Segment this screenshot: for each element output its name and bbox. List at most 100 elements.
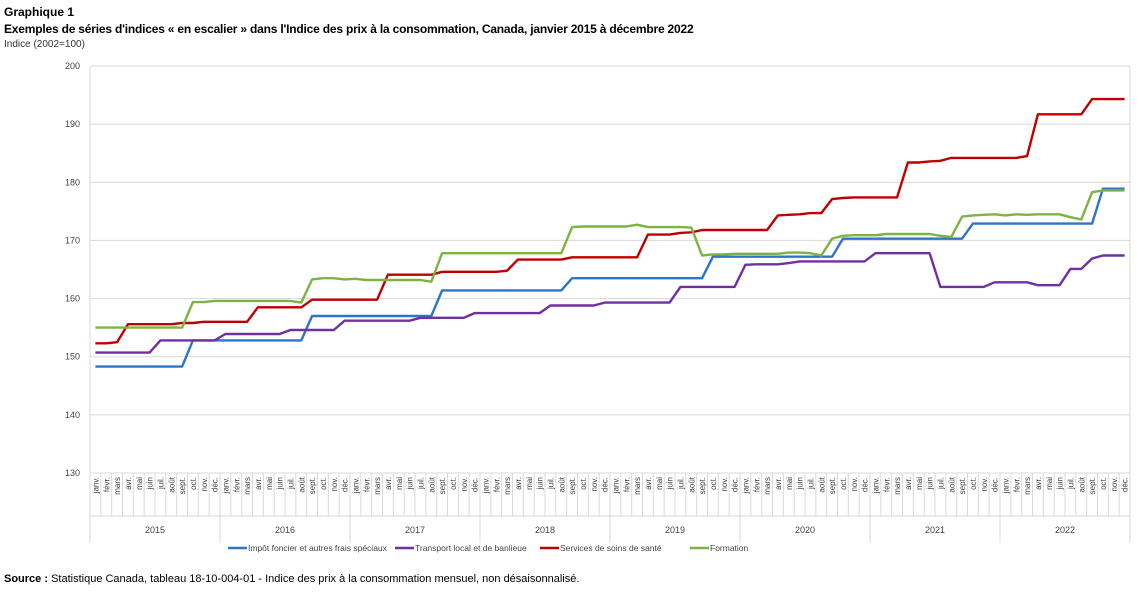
y-tick-label: 160 — [65, 294, 80, 304]
x-month-label: juin — [536, 477, 545, 490]
x-month-label: nov. — [980, 477, 989, 492]
legend-label: Transport local et de banlieue — [415, 543, 527, 553]
x-month-label: nov. — [460, 477, 469, 492]
x-month-label: sept. — [568, 477, 577, 494]
y-tick-label: 200 — [65, 61, 80, 71]
series-lines — [95, 97, 1125, 368]
x-month-label: févr. — [882, 477, 891, 492]
y-axis-ticks: 130 140 150 160 170 180 190 200 — [65, 61, 80, 478]
x-month-label: août — [167, 476, 176, 492]
x-month-label: févr. — [102, 477, 111, 492]
x-month-label: mai — [135, 477, 144, 490]
x-month-label: oct. — [839, 477, 848, 490]
x-year-label: 2015 — [145, 525, 165, 535]
x-month-label: sept. — [308, 477, 317, 494]
x-year-label: 2018 — [535, 525, 555, 535]
x-month-label: mai — [785, 477, 794, 490]
y-tick-label: 170 — [65, 235, 80, 245]
y-axis-units-label: Indice (2002=100) — [4, 39, 85, 50]
x-month-label: sept. — [828, 477, 837, 494]
x-month-label: mars — [763, 477, 772, 495]
x-month-label: févr. — [1012, 477, 1021, 492]
x-month-label: juil. — [416, 477, 425, 490]
x-month-label: juil. — [546, 477, 555, 490]
y-tick-label: 180 — [65, 177, 80, 187]
legend-item: Transport local et de banlieue — [395, 543, 527, 553]
x-month-label: janv. — [871, 477, 880, 494]
x-month-label: mars — [113, 477, 122, 495]
x-month-label: déc. — [861, 477, 870, 492]
x-month-label: juil. — [156, 477, 165, 490]
x-month-label: janv. — [741, 477, 750, 494]
series-line-3 — [95, 97, 1125, 345]
x-month-label: déc. — [341, 477, 350, 492]
chart-number: Graphique 1 — [4, 5, 75, 19]
x-month-label: mars — [893, 477, 902, 495]
x-month-label: avr. — [124, 477, 133, 490]
x-month-label: avr. — [254, 477, 263, 490]
x-month-label: avr. — [774, 477, 783, 490]
x-month-label: févr. — [622, 477, 631, 492]
x-month-label: janv. — [221, 477, 230, 494]
x-month-label: juil. — [936, 477, 945, 490]
x-month-label: févr. — [362, 477, 371, 492]
x-month-label: mars — [373, 477, 382, 495]
x-month-label: févr. — [232, 477, 241, 492]
x-month-label: mai — [915, 477, 924, 490]
x-month-label: août — [1077, 476, 1086, 492]
legend-item: Services de soins de santé — [540, 543, 662, 553]
x-month-label: déc. — [601, 477, 610, 492]
x-month-label: oct. — [319, 477, 328, 490]
x-month-label: avr. — [384, 477, 393, 490]
x-month-label: juin — [666, 477, 675, 490]
x-month-label: juin — [406, 477, 415, 490]
x-year-label: 2017 — [405, 525, 425, 535]
x-axis: janv. févr. mars avr. mai juin juil. août sept. o… — [90, 472, 1130, 543]
x-month-label: févr. — [492, 477, 501, 492]
x-month-label: juil. — [806, 477, 815, 490]
x-month-label: oct. — [579, 477, 588, 490]
series-line-2 — [95, 251, 1125, 354]
x-month-label: mai — [655, 477, 664, 490]
x-month-label: mai — [395, 477, 404, 490]
x-year-label: 2020 — [795, 525, 815, 535]
x-month-label: juin — [1056, 477, 1065, 490]
x-month-label: janv. — [351, 477, 360, 494]
source-label: Source : — [4, 573, 49, 585]
x-month-label: mai — [265, 477, 274, 490]
x-month-label: sept. — [698, 477, 707, 494]
x-month-label: août — [297, 476, 306, 492]
series-line-4 — [95, 189, 1125, 329]
x-month-label: mars — [1023, 477, 1032, 495]
x-month-label: mars — [243, 477, 252, 495]
legend-label: Services de soins de santé — [560, 543, 662, 553]
chart-title: Exemples de séries d'indices « en escali… — [4, 22, 694, 36]
x-month-label: août — [817, 476, 826, 492]
x-month-label: juil. — [676, 477, 685, 490]
legend: Impôt foncier et autres frais spéciaux Tr… — [228, 543, 749, 553]
y-tick-label: 140 — [65, 410, 80, 420]
gridlines — [89, 65, 1131, 543]
x-month-label: sept. — [958, 477, 967, 494]
x-month-label: févr. — [752, 477, 761, 492]
x-month-label: nov. — [590, 477, 599, 492]
series-line-1 — [95, 187, 1125, 368]
x-year-label: 2016 — [275, 525, 295, 535]
x-month-label: déc. — [211, 477, 220, 492]
x-month-label: août — [687, 476, 696, 492]
x-month-label: nov. — [720, 477, 729, 492]
x-month-label: janv. — [611, 477, 620, 494]
legend-label: Impôt foncier et autres frais spéciaux — [248, 543, 388, 553]
x-month-label: sept. — [178, 477, 187, 494]
x-month-label: avr. — [904, 477, 913, 490]
x-month-label: nov. — [330, 477, 339, 492]
x-month-label: mai — [1045, 477, 1054, 490]
legend-label: Formation — [710, 543, 749, 553]
x-month-label: oct. — [1099, 477, 1108, 490]
x-month-label: nov. — [850, 477, 859, 492]
x-month-label: mars — [633, 477, 642, 495]
x-month-label: mai — [525, 477, 534, 490]
y-tick-label: 150 — [65, 352, 80, 362]
x-year-label: 2021 — [925, 525, 945, 535]
y-tick-label: 190 — [65, 119, 80, 129]
